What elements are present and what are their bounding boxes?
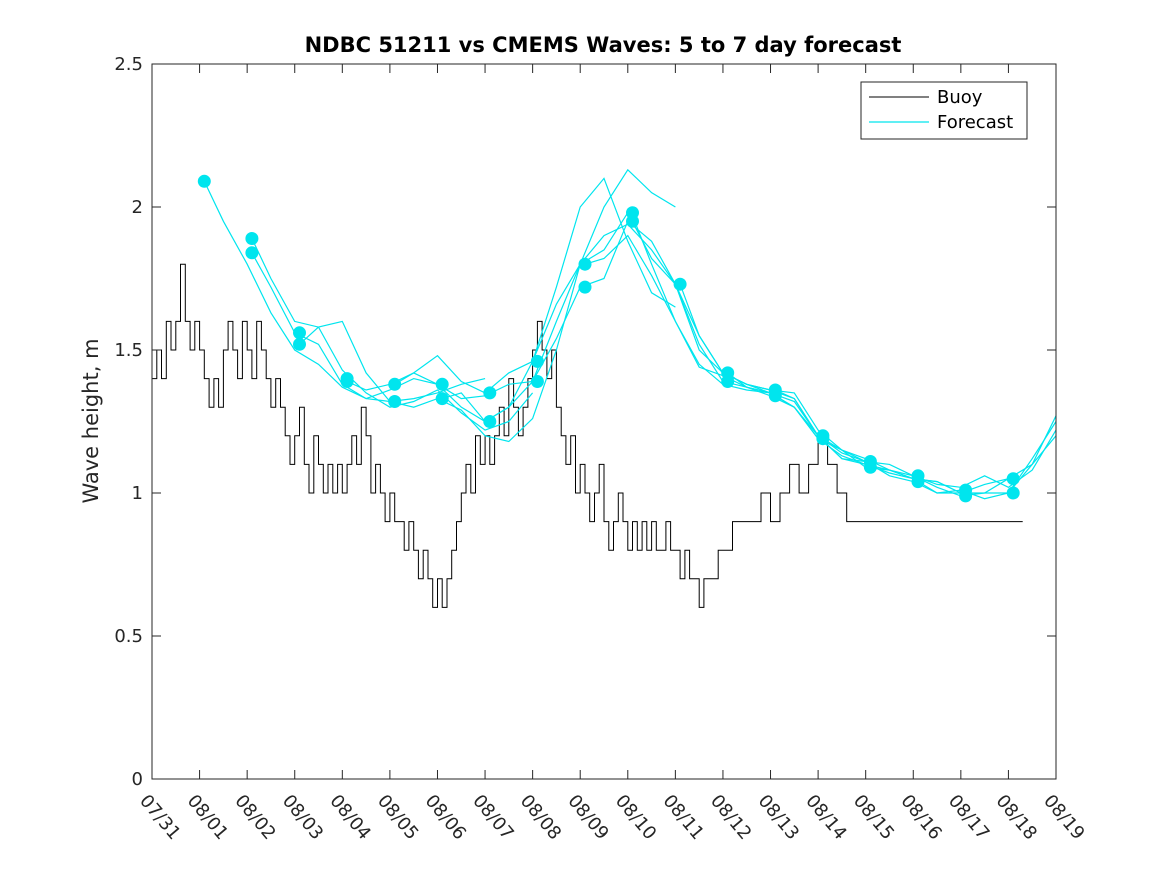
legend-label-forecast: Forecast — [937, 112, 1013, 133]
forecast-start-point-10 — [435, 377, 449, 391]
forecast-line-1 — [203, 181, 486, 403]
forecast-start-point-19 — [626, 214, 639, 228]
forecast-line-2 — [251, 238, 534, 431]
forecast-start-point-17 — [578, 280, 592, 294]
legend-label-buoy: Buoy — [937, 87, 983, 108]
forecast-start-point-28 — [863, 460, 877, 474]
forecast-start-point-7 — [340, 375, 354, 388]
buoy-line — [152, 263, 1023, 608]
forecast-start-point-8 — [388, 377, 402, 391]
forecast-start-point-33 — [1006, 472, 1020, 486]
forecast-start-point-1 — [197, 174, 211, 188]
forecast-start-point-15 — [530, 375, 544, 388]
forecast-start-point-22 — [721, 375, 735, 388]
forecast-start-point-4 — [293, 326, 306, 340]
forecast-start-point-5 — [293, 337, 306, 351]
forecast-start-point-2 — [245, 232, 259, 245]
forecast-start-points-layer — [197, 174, 1020, 503]
y-tick-label: 0.5 — [114, 626, 143, 647]
plot-area — [152, 168, 1057, 608]
y-tick-label: 2.5 — [114, 54, 143, 75]
forecast-start-point-12 — [483, 386, 497, 400]
forecast-start-point-20 — [673, 277, 687, 291]
axes-box — [151, 63, 1057, 780]
y-tick-label: 2 — [132, 197, 143, 218]
forecast-start-point-11 — [435, 392, 449, 406]
forecast-line-9 — [631, 215, 1057, 497]
legend-box — [860, 81, 1028, 140]
forecast-start-point-32 — [959, 489, 973, 503]
forecast-line-4 — [299, 168, 676, 443]
y-axis-label: Wave height, m — [79, 338, 103, 503]
forecast-start-point-13 — [483, 415, 497, 428]
forecast-start-point-16 — [578, 257, 592, 271]
forecast-line-3 — [251, 177, 676, 423]
forecast-start-point-24 — [768, 389, 782, 403]
y-axis-ticks: 0 0.5 1 1.5 2 2.5 — [114, 54, 1056, 790]
forecast-start-point-3 — [245, 246, 259, 260]
forecast-start-point-9 — [388, 395, 402, 408]
forecast-start-point-30 — [911, 475, 925, 489]
buoy-series-layer — [152, 263, 1023, 608]
legend: Buoy Forecast — [860, 81, 1028, 140]
forecast-start-point-34 — [1006, 486, 1020, 500]
forecast-start-point-26 — [816, 432, 830, 446]
chart-title: NDBC 51211 vs CMEMS Waves: 5 to 7 day fo… — [305, 33, 902, 57]
y-tick-label: 1.5 — [114, 340, 143, 361]
y-tick-label: 0 — [132, 769, 143, 790]
forecast-start-point-14 — [530, 354, 544, 368]
y-tick-label: 1 — [132, 483, 143, 504]
